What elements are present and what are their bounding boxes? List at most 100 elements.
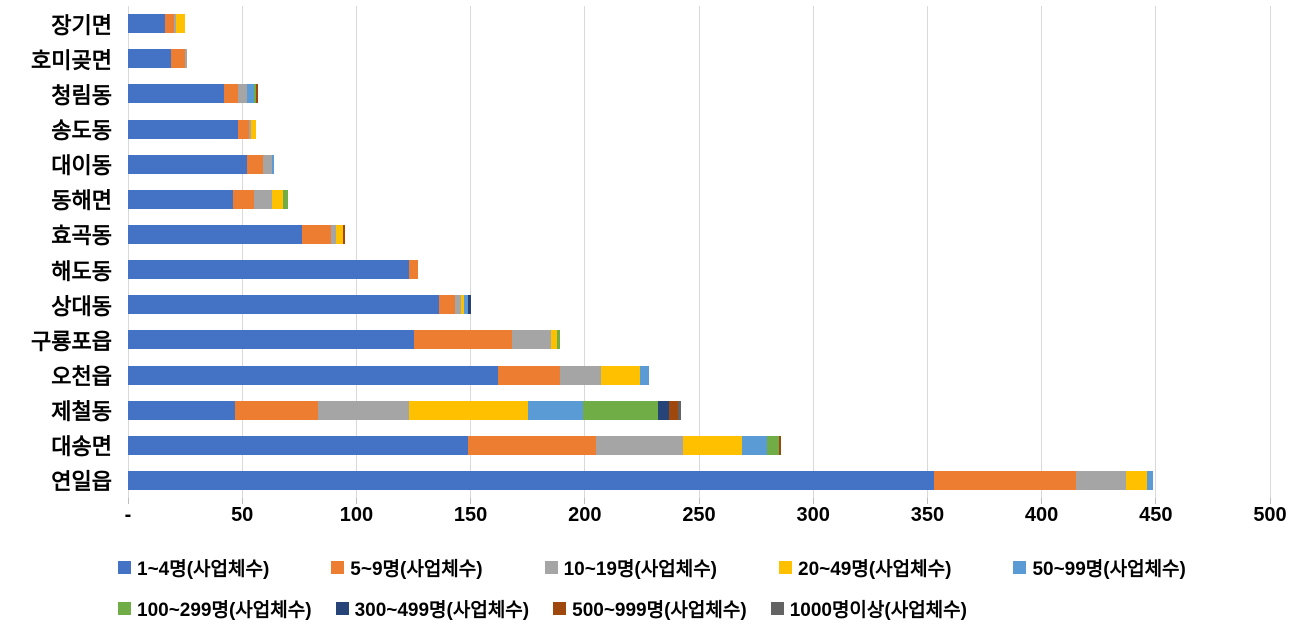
legend-row-1: 1~4명(사업체수) 5~9명(사업체수) 10~19명(사업체수) 20~49명(사… bbox=[118, 554, 1298, 581]
legend-item: 100~299명(사업체수) bbox=[118, 595, 312, 622]
bar-segment bbox=[173, 14, 176, 34]
bar-segment bbox=[253, 84, 256, 104]
legend-item: 1000명이상(사업체수) bbox=[770, 595, 967, 622]
bar-segment bbox=[128, 154, 247, 174]
bar-segment bbox=[678, 400, 681, 420]
bar-row bbox=[128, 49, 188, 69]
bar-segment bbox=[934, 470, 1076, 490]
bar-segment bbox=[235, 400, 318, 420]
x-tick-label: 200 bbox=[568, 504, 602, 526]
bar-segment bbox=[223, 84, 238, 104]
y-axis-label: 연일읍 bbox=[51, 469, 112, 495]
legend-item: 5~9명(사업체수) bbox=[331, 554, 483, 581]
bar-segment bbox=[1126, 470, 1147, 490]
y-axis-label: 오천읍 bbox=[51, 363, 112, 389]
legend-label: 20~49명(사업체수) bbox=[798, 559, 952, 580]
legend-label: 100~299명(사업체수) bbox=[137, 600, 312, 621]
legend-label: 10~19명(사업체수) bbox=[563, 559, 718, 580]
x-tick-mark bbox=[1041, 498, 1043, 504]
bar-row bbox=[128, 470, 1154, 490]
bar-segment bbox=[413, 330, 512, 350]
legend-label: 300~499명(사업체수) bbox=[354, 600, 530, 621]
x-tick-mark bbox=[470, 498, 472, 504]
y-axis: 장기면 호미곶면 청림동 송도동 대이동 동해면 효곡동 해도동 상대동 구룡포읍 오천읍 제철동 대송… bbox=[0, 6, 120, 498]
x-tick-label: 500 bbox=[1253, 504, 1287, 526]
bar-segment bbox=[408, 260, 419, 280]
bar-segment bbox=[342, 224, 345, 244]
gridline bbox=[241, 6, 243, 498]
bar-segment bbox=[128, 84, 224, 104]
y-axis-label: 장기면 bbox=[51, 12, 112, 38]
gridline bbox=[1155, 6, 1157, 498]
bar-segment bbox=[438, 295, 455, 315]
bar-segment bbox=[164, 14, 174, 34]
x-tick-mark bbox=[241, 498, 243, 504]
gridline bbox=[698, 6, 700, 498]
bar-segment bbox=[128, 400, 236, 420]
legend-label: 5~9명(사업체수) bbox=[350, 559, 483, 580]
bar-segment bbox=[246, 154, 263, 174]
bar-segment bbox=[596, 435, 683, 455]
legend-label: 50~99명(사업체수) bbox=[1032, 559, 1186, 580]
y-axis-label: 효곡동 bbox=[51, 223, 112, 249]
bar-segment bbox=[171, 49, 186, 69]
bar-row bbox=[128, 365, 649, 385]
x-tick-mark bbox=[1269, 498, 1271, 504]
x-tick-mark bbox=[1155, 498, 1157, 504]
legend-item: 1~4명(사업체수) bbox=[118, 554, 269, 581]
bar-segment bbox=[468, 295, 471, 315]
bar-segment bbox=[255, 84, 259, 104]
bar-segment bbox=[527, 400, 583, 420]
x-tick-mark bbox=[698, 498, 700, 504]
x-tick-label: 250 bbox=[682, 504, 716, 526]
bar-row bbox=[128, 330, 560, 350]
bar-segment bbox=[128, 295, 439, 315]
bar-segment bbox=[331, 224, 336, 244]
bar-segment bbox=[335, 224, 343, 244]
y-axis-label: 송도동 bbox=[51, 117, 112, 143]
bar-segment bbox=[237, 119, 250, 139]
x-tick-mark bbox=[355, 498, 357, 504]
bar-segment bbox=[600, 365, 640, 385]
x-tick-label: 150 bbox=[453, 504, 488, 526]
bar-segment bbox=[468, 435, 597, 455]
bar-segment bbox=[1075, 470, 1127, 490]
legend-label: 1~4명(사업체수) bbox=[137, 559, 270, 580]
legend-marker-icon bbox=[331, 561, 345, 574]
gridline bbox=[1269, 6, 1271, 498]
bar-segment bbox=[557, 330, 560, 350]
bar-segment bbox=[682, 435, 743, 455]
bar-segment bbox=[128, 365, 498, 385]
x-axis: - 50 100 150 200 250 300 350 400 450 500 bbox=[0, 504, 1308, 538]
gridline bbox=[926, 6, 928, 498]
bar-segment bbox=[1146, 470, 1154, 490]
bar-segment bbox=[301, 224, 332, 244]
legend-item: 20~49명(사업체수) bbox=[779, 554, 951, 581]
x-tick-label: 350 bbox=[910, 504, 945, 526]
bar-segment bbox=[128, 49, 172, 69]
legend-item: 300~499명(사업체수) bbox=[335, 595, 530, 622]
bar-segment bbox=[454, 295, 462, 315]
legend-marker-icon bbox=[779, 561, 793, 574]
bar-row bbox=[128, 435, 782, 455]
x-tick-label: 450 bbox=[1139, 504, 1173, 526]
bar-segment bbox=[249, 119, 252, 139]
bar-segment bbox=[128, 470, 935, 490]
y-axis-label: 동해면 bbox=[51, 188, 112, 214]
bar-row bbox=[128, 14, 186, 34]
bar-segment bbox=[128, 435, 469, 455]
x-tick-mark bbox=[926, 498, 928, 504]
legend-item: 500~999명(사업체수) bbox=[553, 595, 747, 622]
bar-row bbox=[128, 119, 256, 139]
bar-segment bbox=[128, 189, 234, 209]
y-axis-label: 제철동 bbox=[51, 399, 112, 425]
x-tick-label: 100 bbox=[339, 504, 374, 526]
legend-marker-icon bbox=[118, 561, 131, 574]
gridline bbox=[1041, 6, 1043, 498]
bar-segment bbox=[639, 365, 649, 385]
bar-segment bbox=[559, 365, 601, 385]
bar-segment bbox=[582, 400, 658, 420]
bar-segment bbox=[498, 365, 560, 385]
bar-row bbox=[128, 295, 471, 315]
